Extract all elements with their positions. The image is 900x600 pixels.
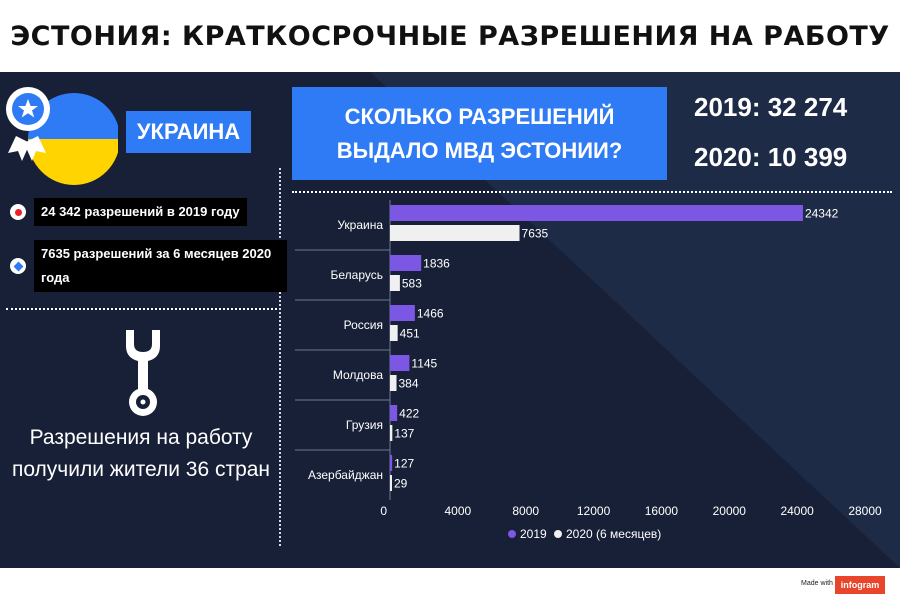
bottom-text: Разрешения на работу получили жители 36 … (11, 426, 271, 481)
data-label: 583 (402, 277, 422, 291)
x-tick-label: 0 (380, 504, 387, 518)
legend-label: 2019 (520, 527, 547, 541)
bar-2020 (390, 375, 397, 391)
bar-2020 (390, 225, 520, 241)
x-tick-label: 8000 (512, 504, 539, 518)
data-label: 384 (399, 377, 419, 391)
legend-label: 2020 (6 месяцев) (566, 527, 661, 541)
bar-2019 (390, 405, 398, 421)
background-shade (0, 72, 900, 568)
ukraine-flag-badge-icon (6, 87, 118, 185)
wrench-icon (126, 330, 160, 416)
blue-diamond-icon (10, 258, 26, 274)
total-2020: 2020: 10 399 (694, 142, 848, 172)
data-label: 1145 (411, 357, 437, 371)
fact-text: 7635 разрешений за 6 месяцев 2020 года (34, 240, 287, 292)
divider-dotted (292, 191, 892, 193)
x-tick-label: 20000 (713, 504, 747, 518)
bar-2019 (390, 355, 410, 371)
footer: Made with infogram (0, 568, 900, 600)
data-label: 24342 (805, 207, 839, 221)
red-dot-icon (10, 204, 26, 220)
bar-2020 (390, 425, 393, 441)
bar-2020 (390, 475, 392, 491)
divider-dotted-left (6, 308, 277, 310)
category-label: Россия (344, 318, 383, 332)
vertical-divider (279, 168, 281, 546)
legend-marker-2019 (508, 530, 516, 538)
bar-2020 (390, 275, 400, 291)
data-label: 7635 (522, 227, 549, 241)
bar-2019 (390, 305, 415, 321)
bar-2020 (390, 325, 398, 341)
category-label: Молдова (333, 368, 383, 382)
data-label: 137 (394, 427, 414, 441)
bar-2019 (390, 205, 803, 221)
category-label: Грузия (346, 418, 383, 432)
data-label: 1836 (423, 257, 450, 271)
legend-marker-2020 (554, 530, 562, 538)
infogram-logo[interactable]: infogram (835, 576, 885, 594)
data-label: 422 (399, 407, 419, 421)
x-tick-label: 24000 (780, 504, 814, 518)
x-tick-label: 28000 (848, 504, 882, 518)
category-label: Украина (337, 218, 383, 232)
made-with-text: Made with (801, 580, 833, 587)
question-box: СКОЛЬКО РАЗРЕШЕНИЙ ВЫДАЛО МВД ЭСТОНИИ? (292, 87, 667, 180)
category-label: Беларусь (331, 268, 383, 282)
x-tick-label: 12000 (577, 504, 611, 518)
x-tick-label: 16000 (645, 504, 679, 518)
bar-2019 (390, 455, 393, 471)
x-tick-label: 4000 (445, 504, 472, 518)
bar-2019 (390, 255, 422, 271)
data-label: 127 (394, 457, 414, 471)
country-label: УКРАИНА (126, 111, 251, 153)
fact-2020: 7635 разрешений за 6 месяцев 2020 года (10, 240, 287, 292)
page-title: ЭСТОНИЯ: КРАТКОСРОЧНЫЕ РАЗРЕШЕНИЯ НА РАБ… (10, 20, 890, 52)
data-label: 451 (400, 327, 420, 341)
fact-text: 24 342 разрешений в 2019 году (34, 198, 247, 226)
total-2019: 2019: 32 274 (694, 92, 848, 122)
category-label: Азербайджан (308, 468, 383, 482)
data-label: 29 (394, 477, 408, 491)
data-label: 1466 (417, 307, 444, 321)
fact-2019: 24 342 разрешений в 2019 году (10, 198, 247, 226)
infographic-panel: УКРАИНА СКОЛЬКО РАЗРЕШЕНИЙ ВЫДАЛО МВД ЭС… (0, 72, 900, 568)
